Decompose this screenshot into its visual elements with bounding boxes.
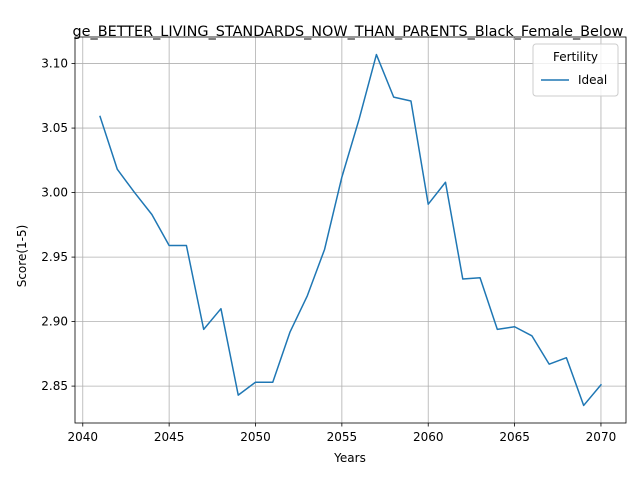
y-axis-label: Score(1-5) [15,225,29,288]
data-point [497,329,499,331]
series-layer [99,53,603,407]
legend-title: Fertility [553,50,598,64]
x-tick-label: 2055 [327,430,358,444]
y-tick-label: 3.10 [41,57,68,71]
series-line [99,53,603,407]
y-tick-label: 3.05 [41,121,68,135]
data-point [376,54,378,56]
x-axis-label: Years [333,451,366,465]
data-point [237,394,239,396]
data-point [358,118,360,120]
x-tick-label: 2050 [240,430,271,444]
legend-box [532,43,619,97]
x-tick-label: 2070 [586,430,617,444]
data-point [479,277,481,279]
data-point [514,326,516,328]
data-point [134,192,136,194]
data-point [203,329,205,331]
data-point [462,278,464,280]
data-point [427,203,429,205]
x-tick-label: 2065 [499,430,530,444]
y-tick-label: 3.00 [41,186,68,200]
data-point [583,405,585,407]
data-point [324,249,326,251]
legend-entry-label: Ideal [578,73,607,87]
plot-frame [74,36,627,424]
data-point [445,181,447,183]
chart-title: ge_BETTER_LIVING_STANDARDS_NOW_THAN_PARE… [73,24,624,40]
legend: Fertility Ideal [532,43,619,97]
data-point [168,245,170,247]
data-point [186,245,188,247]
x-tick-label: 2045 [154,430,185,444]
data-point [307,295,309,297]
x-axis: 2040 2045 2050 2055 2060 2065 2070 [67,423,616,444]
data-point [341,176,343,178]
data-point [272,381,274,383]
data-point [548,363,550,365]
y-tick-label: 2.85 [41,379,68,393]
data-point [289,331,291,333]
x-tick-label: 2060 [413,430,444,444]
data-point [566,357,568,359]
x-tick-label: 2040 [67,430,98,444]
data-point [220,308,222,310]
data-point [255,381,257,383]
y-tick-label: 2.95 [41,250,68,264]
data-point [410,100,412,102]
data-point [99,116,101,118]
data-point [117,169,119,171]
y-tick-label: 2.90 [41,315,68,329]
y-axis: 2.85 2.90 2.95 3.00 3.05 3.10 [41,57,75,393]
data-point [531,335,533,337]
data-point [600,384,602,386]
data-point [393,96,395,98]
data-point [151,214,153,216]
